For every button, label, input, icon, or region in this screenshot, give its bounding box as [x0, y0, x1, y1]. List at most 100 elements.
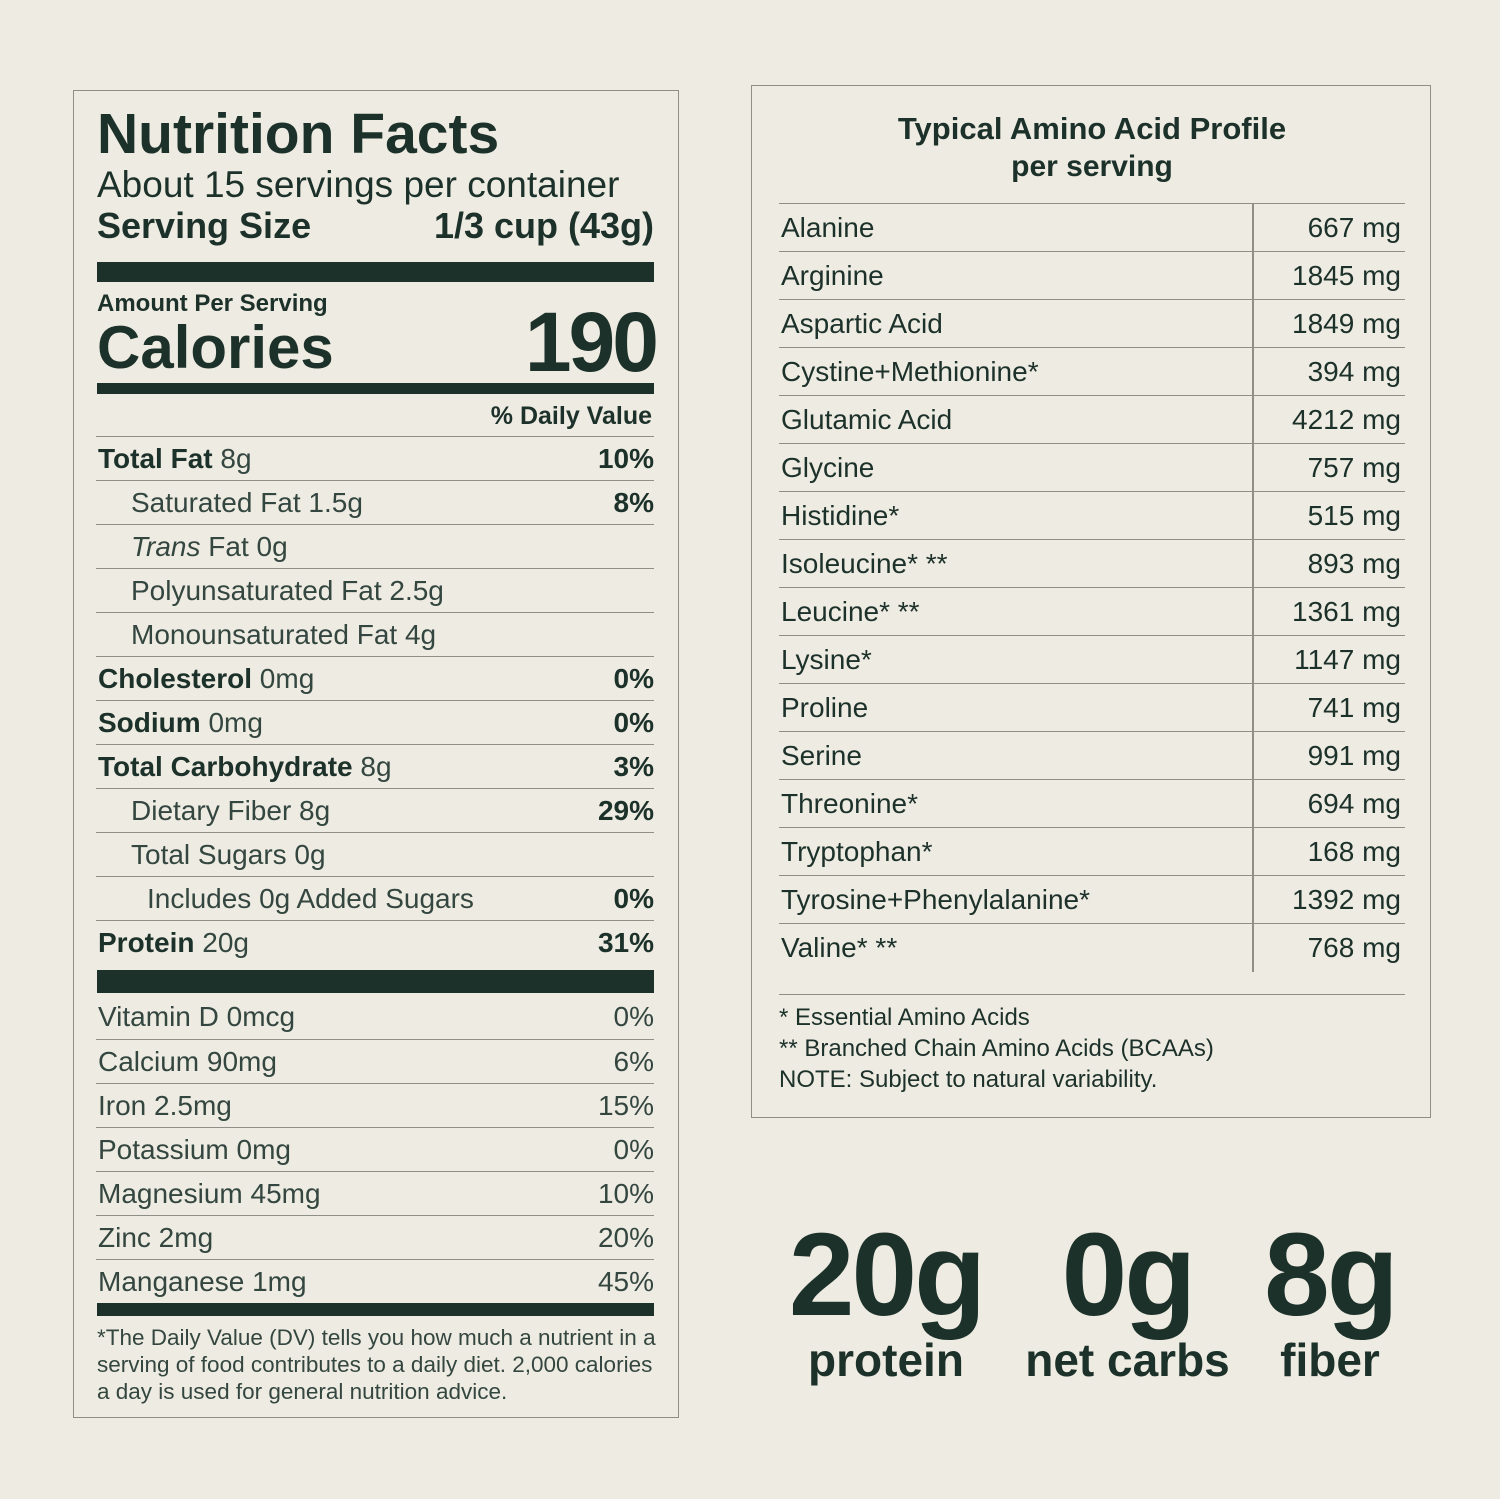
amino-acid-name: Glutamic Acid [781, 404, 953, 435]
micronutrient-row: Zinc 2mg 20% [96, 1215, 654, 1259]
amino-acid-name: Isoleucine* ** [781, 548, 948, 579]
nutrient-row: Trans Fat 0g [96, 524, 654, 568]
amino-acid-row: Lysine* 1147 mg [779, 635, 1405, 684]
column-divider [1252, 636, 1254, 684]
amino-acid-value: 667 mg [1307, 212, 1401, 243]
micronutrient-row: Vitamin D 0mcg 0% [96, 995, 654, 1039]
amino-acid-name: Aspartic Acid [781, 308, 943, 339]
micronutrient-daily-value: 10% [597, 1178, 654, 1209]
amino-acid-row: Serine 991 mg [779, 731, 1405, 780]
thick-divider [97, 1303, 654, 1316]
amino-acid-value: 1147 mg [1294, 644, 1401, 675]
amino-acid-value: 4212 mg [1292, 404, 1401, 435]
nutrient-row: Total Carbohydrate 8g 3% [96, 744, 654, 788]
amino-acid-name: Glycine [781, 452, 875, 483]
amino-acid-row: Proline 741 mg [779, 683, 1405, 732]
nutrient-name: Total Carbohydrate [98, 751, 353, 782]
amino-acid-value: 757 mg [1307, 452, 1401, 483]
micronutrient-daily-value: 0% [613, 1134, 654, 1165]
amino-acid-name: Arginine [781, 260, 884, 291]
nutrient-row: Dietary Fiber 8g 29% [96, 788, 654, 832]
amino-acid-name: Leucine* ** [781, 596, 920, 627]
micronutrient-daily-value: 15% [597, 1090, 654, 1121]
micronutrient-name: Vitamin D 0mcg [98, 1001, 296, 1032]
column-divider [1252, 252, 1254, 300]
highlight-net-carbs: 0g net carbs [1005, 1215, 1250, 1385]
calories-label: Calories [97, 314, 334, 381]
micronutrient-daily-value: 0% [613, 1001, 654, 1032]
amino-acid-row: Tryptophan* 168 mg [779, 827, 1405, 876]
nutrient-daily-value: 29% [597, 795, 654, 826]
column-divider [1252, 588, 1254, 636]
column-divider [1252, 732, 1254, 780]
nutrient-name: Polyunsaturated Fat 2.5g [131, 575, 444, 606]
nutrient-daily-value: 10% [597, 443, 654, 474]
thick-divider [97, 262, 654, 282]
column-divider [1252, 924, 1254, 972]
micronutrient-daily-value: 20% [597, 1222, 654, 1253]
column-divider [1252, 876, 1254, 924]
amino-acid-name: Tyrosine+Phenylalanine* [781, 884, 1090, 915]
column-divider [1252, 684, 1254, 732]
highlight-fiber: 8g fiber [1250, 1215, 1410, 1385]
amino-acid-row: Alanine 667 mg [779, 203, 1405, 252]
nutrient-name: Monounsaturated Fat 4g [131, 619, 437, 650]
highlight-value: 8g [1264, 1209, 1399, 1341]
amino-acid-row: Tyrosine+Phenylalanine* 1392 mg [779, 875, 1405, 924]
amino-acid-value: 1392 mg [1292, 884, 1401, 915]
nutrient-amount: 0mg [200, 707, 263, 738]
amino-acid-row: Arginine 1845 mg [779, 251, 1405, 300]
nutrient-amount: Fat 0g [200, 531, 288, 562]
table-bottom-rule [779, 994, 1405, 995]
nutrient-name: Total Fat [98, 443, 213, 474]
nutrient-name: Protein [98, 927, 195, 958]
amino-acid-value: 1845 mg [1292, 260, 1401, 291]
nutrient-name: Includes 0g Added Sugars [147, 883, 474, 914]
nutrition-facts-panel: Nutrition Facts About 15 servings per co… [73, 90, 679, 1418]
thick-divider [97, 383, 654, 394]
amino-acid-row: Leucine* ** 1361 mg [779, 587, 1405, 636]
column-divider [1252, 828, 1254, 876]
amino-acid-value: 1849 mg [1292, 308, 1401, 339]
amount-per-serving: Amount Per Serving [97, 290, 328, 317]
highlight-value: 20g [788, 1209, 986, 1341]
nutrient-amount: 0mg [252, 663, 315, 694]
micronutrient-name: Magnesium 45mg [98, 1178, 321, 1209]
amino-acid-value: 394 mg [1307, 356, 1401, 387]
nutrient-row: Cholesterol 0mg 0% [96, 656, 654, 700]
column-divider [1252, 204, 1254, 252]
column-divider [1252, 300, 1254, 348]
column-divider [1252, 492, 1254, 540]
micronutrient-daily-value: 6% [613, 1046, 654, 1077]
amino-notes: * Essential Amino Acids ** Branched Chai… [779, 994, 1214, 1095]
nutrient-row: Total Sugars 0g [96, 832, 654, 876]
amino-profile-title: Typical Amino Acid Profile [897, 111, 1287, 146]
nutrient-row: Saturated Fat 1.5g 8% [96, 480, 654, 524]
note-variability: NOTE: Subject to natural variability. [779, 1066, 1158, 1093]
micronutrient-row: Potassium 0mg 0% [96, 1127, 654, 1171]
amino-acid-row: Aspartic Acid 1849 mg [779, 299, 1405, 348]
note-bcaa: ** Branched Chain Amino Acids (BCAAs) [779, 1035, 1214, 1062]
nutrient-row: Includes 0g Added Sugars 0% [96, 876, 654, 920]
column-divider [1252, 780, 1254, 828]
amino-acid-value: 893 mg [1307, 548, 1401, 579]
amino-acid-row: Cystine+Methionine* 394 mg [779, 347, 1405, 396]
nutrient-name: Cholesterol [98, 663, 253, 694]
amino-acid-name: Proline [781, 692, 869, 723]
serving-size-value: 1/3 cup (43g) [433, 205, 654, 246]
nutrient-row: Monounsaturated Fat 4g [96, 612, 654, 656]
highlight-label: fiber [1280, 1334, 1380, 1386]
calories-value: 190 [524, 295, 659, 389]
micronutrient-name: Iron 2.5mg [98, 1090, 232, 1121]
nutrient-row: Sodium 0mg 0% [96, 700, 654, 744]
daily-value-header: % Daily Value [490, 402, 652, 430]
amino-acid-name: Serine [781, 740, 862, 771]
amino-acid-name: Valine* ** [781, 932, 898, 963]
amino-acid-name: Threonine* [781, 788, 918, 819]
amino-acid-value: 694 mg [1307, 788, 1401, 819]
micronutrient-row: Calcium 90mg 6% [96, 1039, 654, 1083]
amino-acid-row: Histidine* 515 mg [779, 491, 1405, 540]
nutrient-amount: 8g [212, 443, 252, 474]
amino-acid-value: 991 mg [1307, 740, 1401, 771]
servings-per-container: About 15 servings per container [97, 164, 620, 205]
